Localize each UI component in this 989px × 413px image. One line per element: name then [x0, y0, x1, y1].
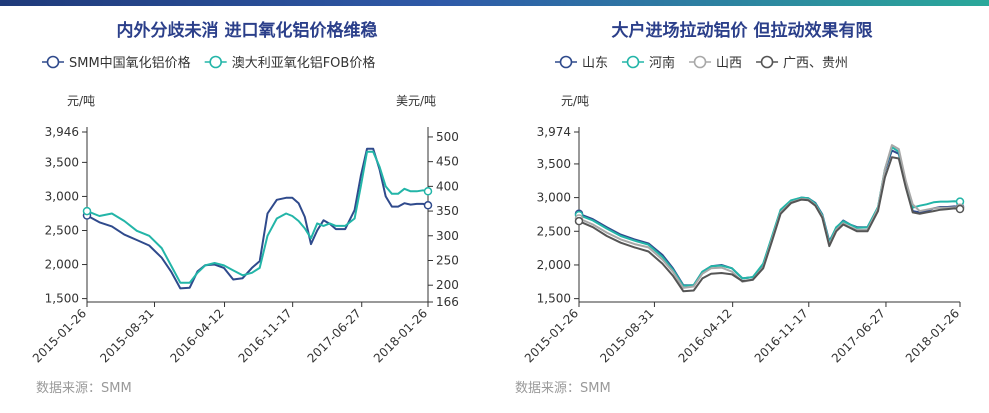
- legend-item: SMM中国氧化铝价格: [42, 55, 191, 71]
- chart-title: 内外分歧未消 进口氧化铝价格维稳: [116, 21, 378, 41]
- y2-tick-label: 300: [436, 229, 459, 243]
- y-tick-label: 2,000: [537, 258, 571, 272]
- data-source-label: 数据来源：SMM: [36, 381, 132, 396]
- y2-tick-label: 450: [436, 155, 459, 169]
- y-tick-label: 2,500: [537, 224, 571, 238]
- legend-item: 澳大利亚氧化铝FOB价格: [204, 55, 376, 71]
- y-tick-label: 2,000: [45, 258, 79, 272]
- series-point: [423, 187, 433, 196]
- y-tick-label: 2,500: [45, 223, 79, 237]
- y-tick-label: 3,500: [537, 157, 571, 171]
- legend-marker: [46, 55, 60, 69]
- top-accent-bar: [0, 0, 989, 6]
- right-chart-svg: 山东 河南 山西 广西、贵州元/吨 1,500 2,000 2,500 3,000 3,500 3…: [522, 55, 965, 365]
- series-point: [82, 206, 92, 216]
- y-tick-label: 3,000: [45, 189, 79, 203]
- legend-marker: [209, 55, 222, 69]
- y2-tick-label: 500: [436, 130, 459, 144]
- legend-marker: [626, 55, 640, 69]
- y-tick-label: 3,974: [537, 125, 571, 139]
- x-tick-label: 2016-04-12: [167, 306, 226, 365]
- x-tick-label: 2017-06-27: [305, 306, 364, 365]
- x-tick-label: 2015-08-31: [597, 306, 656, 365]
- y-tick-label: 1,500: [537, 292, 571, 306]
- y2-tick-label: 250: [436, 253, 459, 267]
- y2-tick-label: 350: [436, 204, 459, 218]
- data-source-label: 数据来源：SMM: [515, 381, 611, 396]
- series-line: [86, 147, 429, 290]
- legend-label: 澳大利亚氧化铝FOB价格: [232, 55, 376, 71]
- legend-item: 山西: [689, 55, 742, 71]
- series-point: [423, 201, 433, 210]
- legend-item: 河南: [622, 55, 675, 71]
- series-line: [86, 150, 429, 284]
- x-tick-label: 2016-04-12: [676, 306, 735, 365]
- x-tick-label: 2018-01-26: [903, 306, 962, 365]
- legend-label: SMM中国氧化铝价格: [69, 55, 191, 71]
- legend-item: 山东: [555, 55, 608, 71]
- x-tick-label: 2017-06-27: [829, 306, 888, 365]
- legend-marker: [693, 55, 707, 69]
- series-line: [578, 156, 961, 293]
- series-point: [574, 216, 584, 226]
- x-tick-label: 2016-11-17: [236, 306, 295, 365]
- legend-label: 广西、贵州: [783, 56, 848, 71]
- y2-tick-label: 400: [436, 179, 459, 193]
- legend-label: 河南: [649, 55, 675, 71]
- y2-axis-unit: 美元/吨: [396, 94, 436, 108]
- x-tick-label: 2016-11-17: [752, 306, 811, 365]
- y-tick-label: 3,500: [45, 155, 79, 169]
- legend-label: 山西: [716, 56, 742, 71]
- x-tick-label: 2015-01-26: [522, 306, 581, 365]
- y-axis-unit: 元/吨: [561, 94, 589, 108]
- x-tick-label: 2015-08-31: [97, 306, 156, 365]
- x-tick-label: 2018-01-26: [371, 306, 430, 365]
- left-chart-panel: 内外分歧未消 进口氧化铝价格维稳 SMM中国氧化铝价格 澳大利亚氧化铝FOB价格元…: [0, 6, 494, 413]
- legend-marker: [559, 55, 573, 69]
- x-tick-label: 2015-01-26: [30, 306, 89, 365]
- series-line: [578, 146, 961, 287]
- series-point: [955, 204, 965, 214]
- y-axis-unit: 元/吨: [67, 94, 95, 108]
- y-tick-label: 1,500: [45, 292, 79, 306]
- y2-tick-label: 200: [436, 278, 459, 292]
- legend-marker: [760, 55, 774, 69]
- y-tick-label: 3,000: [537, 191, 571, 205]
- right-chart-panel: 大户进场拉动铝价 但拉动效果有限 山东 河南 山西 广西、贵州元/吨 1,500 2,00…: [495, 6, 989, 413]
- chart-title: 大户进场拉动铝价 但拉动效果有限: [611, 21, 873, 41]
- legend-label: 山东: [582, 56, 608, 71]
- series-line: [578, 144, 961, 289]
- y-tick-label: 3,946: [45, 125, 79, 139]
- legend-item: 广西、贵州: [756, 55, 848, 71]
- y2-tick-label: 166: [436, 295, 459, 309]
